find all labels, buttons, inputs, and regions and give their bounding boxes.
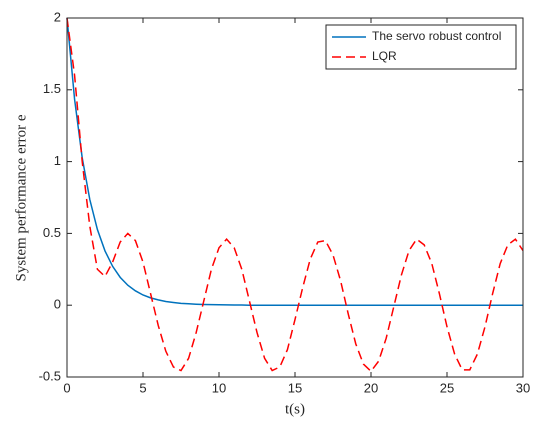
y-tick-label: 1 xyxy=(54,153,61,168)
x-tick-label: 0 xyxy=(63,380,70,395)
x-tick-label: 15 xyxy=(288,380,302,395)
y-tick-label: -0.5 xyxy=(39,368,61,383)
y-tick-label: 0 xyxy=(54,297,61,312)
y-tick-label: 0.5 xyxy=(43,225,61,240)
x-tick-label: 20 xyxy=(364,380,378,395)
series-line xyxy=(66,17,524,373)
x-tick-label: 10 xyxy=(212,380,226,395)
series-line xyxy=(66,17,523,306)
x-axis-label: t(s) xyxy=(285,401,305,417)
y-axis-label: System performance error e xyxy=(13,114,29,281)
x-tick-label: 25 xyxy=(440,380,454,395)
legend-box xyxy=(325,24,517,70)
plot-area xyxy=(67,18,523,377)
y-tick-label: 2 xyxy=(54,9,61,24)
x-tick-label: 30 xyxy=(516,380,530,395)
legend-label: The servo robust control xyxy=(372,29,501,43)
axes-box xyxy=(66,17,524,378)
y-tick-label: 1.5 xyxy=(43,81,61,96)
legend-label: LQR xyxy=(372,49,397,63)
x-tick-label: 5 xyxy=(139,380,146,395)
